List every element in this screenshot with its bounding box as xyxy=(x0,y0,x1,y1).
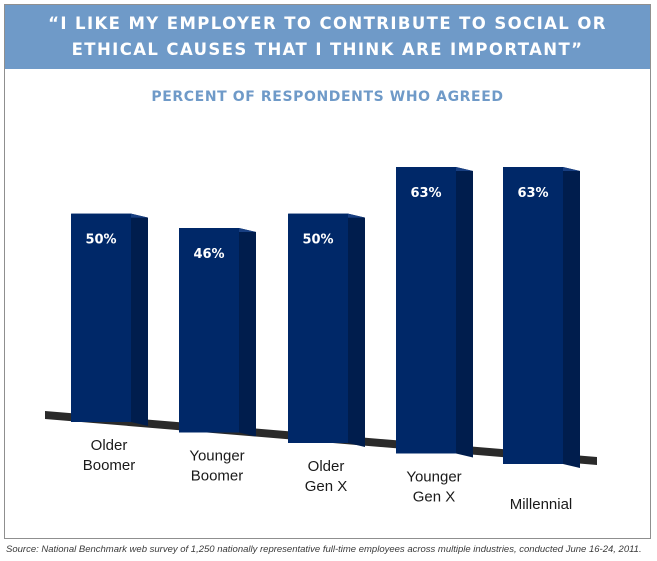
bar-chart: 50% Older Boomer 46% Younger Boomer 50% Older Ge… xyxy=(45,167,597,513)
value-label: 46% xyxy=(193,247,224,262)
bar-2 xyxy=(179,228,256,437)
bar-side xyxy=(563,167,580,468)
category-label: Older Gen X xyxy=(305,458,348,495)
value-label: 50% xyxy=(85,233,116,248)
chart-title: “I LIKE MY EMPLOYER TO CONTRIBUTE TO SOC… xyxy=(48,14,607,59)
bar-4 xyxy=(396,167,473,458)
bar-front xyxy=(71,213,131,422)
bar-5 xyxy=(503,167,580,468)
bar-3 xyxy=(288,213,365,447)
bar-front xyxy=(396,167,456,454)
bar-front xyxy=(503,167,563,464)
bar-side xyxy=(456,167,473,458)
bar-side xyxy=(348,213,365,447)
source-note: Source: National Benchmark web survey of… xyxy=(6,544,642,555)
bar-side xyxy=(239,228,256,437)
bar-front xyxy=(288,213,348,443)
title-banner: “I LIKE MY EMPLOYER TO CONTRIBUTE TO SOC… xyxy=(5,5,650,69)
bar-side xyxy=(131,213,148,426)
bar-front xyxy=(179,228,239,433)
value-label: 63% xyxy=(410,186,441,201)
chart-frame: “I LIKE MY EMPLOYER TO CONTRIBUTE TO SOC… xyxy=(4,4,651,539)
bar-1 xyxy=(71,213,148,426)
category-label: Millennial xyxy=(510,496,573,513)
chart-subtitle: PERCENT OF RESPONDENTS WHO AGREED xyxy=(151,89,504,105)
category-label: Younger Boomer xyxy=(189,448,244,485)
category-label: Younger Gen X xyxy=(406,469,461,506)
category-label: Older Boomer xyxy=(83,437,136,474)
value-label: 50% xyxy=(302,233,333,248)
value-label: 63% xyxy=(517,186,548,201)
